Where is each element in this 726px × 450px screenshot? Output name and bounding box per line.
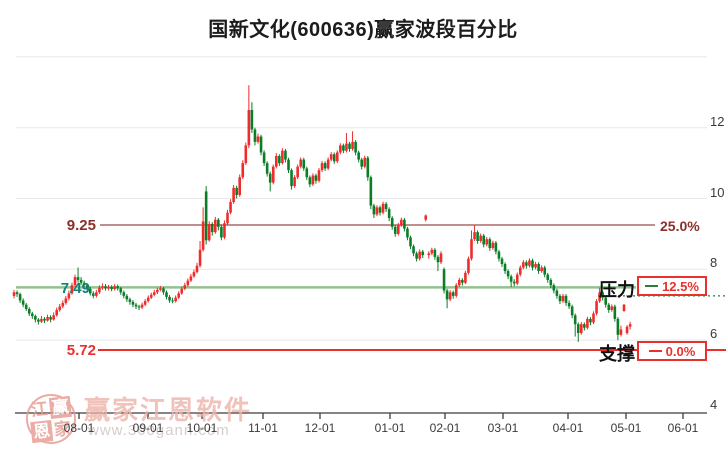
support-price-label: 5.72 xyxy=(66,342,96,359)
resistance-price-label: 9.25 xyxy=(66,217,96,234)
resistance-pct-label: 25.0% xyxy=(660,218,700,234)
pressure-badge: 12.5% xyxy=(637,276,707,296)
x-tick-label: 06-01 xyxy=(667,421,699,435)
seal-char: 恩 xyxy=(30,419,54,443)
x-tick-label: 09-01 xyxy=(132,421,164,435)
mid-price-label: 7.49 xyxy=(60,280,90,297)
y-tick-label: 4 xyxy=(710,396,718,412)
support-badge: 0.0% xyxy=(637,341,707,361)
candles xyxy=(12,85,632,342)
x-tick-label: 12-01 xyxy=(304,421,336,435)
x-tick-label: 08-01 xyxy=(63,421,95,435)
x-tick-label: 10-01 xyxy=(186,421,218,435)
x-tick-label: 05-01 xyxy=(610,421,642,435)
pressure-label: 压力 xyxy=(599,280,635,300)
watermark-url: www.360gann.com xyxy=(88,422,230,439)
y-tick-label: 8 xyxy=(710,255,718,271)
x-tick-label: 11-01 xyxy=(248,421,278,435)
x-tick-label: 01-01 xyxy=(374,421,406,435)
pressure-pct: 12.5% xyxy=(662,278,699,294)
y-tick-label: 10 xyxy=(710,184,725,200)
watermark-brand: 赢家江恩软件 xyxy=(84,395,253,425)
seal-char: 赢 xyxy=(48,395,72,419)
seal-char: 江 xyxy=(29,398,49,420)
pressure-dash-icon xyxy=(645,285,659,287)
y-tick-label: 6 xyxy=(710,326,718,342)
y-tick-label: 12 xyxy=(710,113,725,129)
support-label: 支撑 xyxy=(599,344,635,364)
x-tick-label: 02-01 xyxy=(429,421,461,435)
support-pct: 0.0% xyxy=(665,343,696,359)
x-tick-label: 04-01 xyxy=(552,421,584,435)
page-title: 国新文化(600636)赢家波段百分比 xyxy=(208,19,518,41)
x-tick-label: 03-01 xyxy=(487,421,519,435)
support-dash-icon xyxy=(648,350,662,352)
